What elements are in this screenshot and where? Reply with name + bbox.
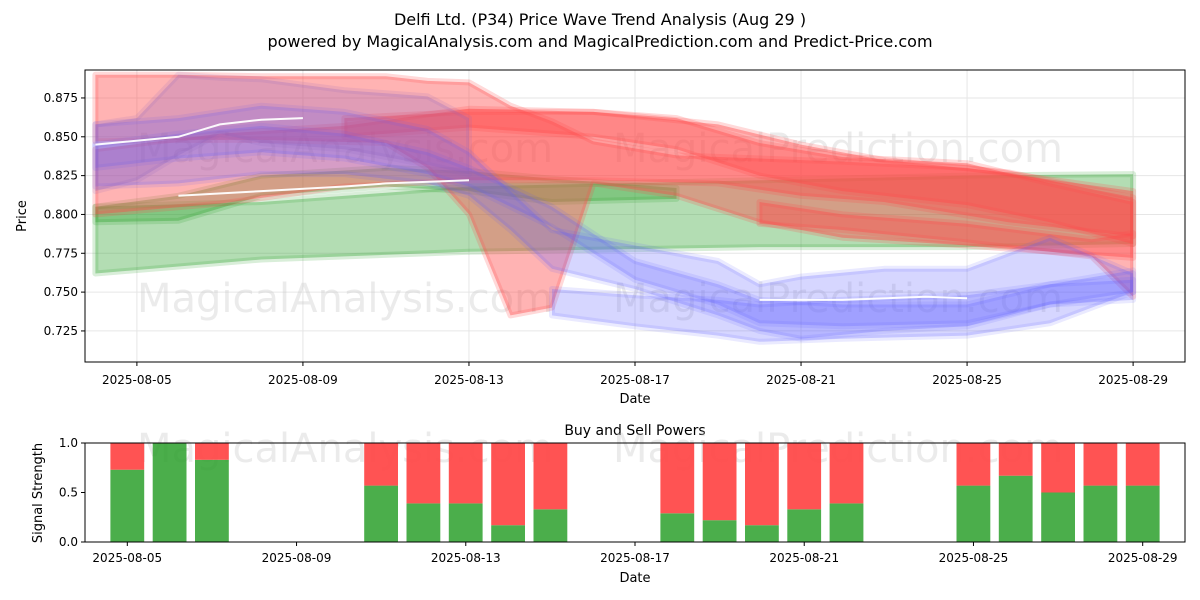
- sell-power-bar: [745, 443, 779, 526]
- price-y-tick-label: 0.800: [44, 207, 78, 221]
- sell-power-bar: [364, 443, 398, 486]
- signal-x-tick-label: 2025-08-25: [939, 551, 1009, 565]
- signal-x-tick-label: 2025-08-21: [769, 551, 839, 565]
- sell-power-bar: [406, 443, 441, 504]
- price-wave-band-red: [756, 199, 1137, 300]
- buy-power-bar: [491, 525, 525, 542]
- price-x-tick-label: 2025-08-17: [600, 373, 670, 387]
- watermark: MagicalAnalysis.com: [137, 276, 553, 322]
- sell-power-bar: [110, 443, 145, 470]
- buy-power-bar: [1083, 485, 1118, 542]
- signal-x-tick-label: 2025-08-09: [262, 551, 332, 565]
- price-wave-band-red: [341, 108, 1137, 247]
- buy-power-bar: [702, 520, 737, 542]
- price-wave-band-green: [92, 171, 1137, 277]
- price-wave-band-red: [92, 71, 1137, 319]
- sell-power-bar: [702, 443, 737, 521]
- signal-y-tick-label: 1.0: [59, 436, 78, 450]
- sell-power-bar: [491, 443, 525, 526]
- buy-power-bar: [533, 509, 568, 542]
- sell-power-bar: [1083, 443, 1118, 486]
- sell-power-bar: [448, 443, 483, 504]
- sell-power-bar: [829, 443, 864, 504]
- signal-plot-title: Buy and Sell Powers: [564, 423, 705, 439]
- buy-power-bar: [406, 503, 441, 542]
- watermark: MagicalAnalysis.com: [137, 126, 553, 172]
- price-x-tick-label: 2025-08-25: [932, 373, 1002, 387]
- price-wave-band-blue: [549, 276, 1137, 345]
- price-x-tick-label: 2025-08-09: [268, 373, 338, 387]
- price-line-white: [95, 117, 303, 146]
- buy-power-bar: [1125, 485, 1160, 542]
- signal-x-tick-label: 2025-08-29: [1108, 551, 1178, 565]
- price-line-white: [759, 295, 968, 301]
- sell-power-bar: [1041, 443, 1075, 493]
- sell-power-bar: [195, 443, 229, 460]
- signal-x-axis-label: Date: [619, 571, 650, 586]
- buy-power-bar: [110, 469, 145, 542]
- sell-power-bar: [660, 443, 695, 514]
- price-y-tick-label: 0.875: [44, 91, 78, 105]
- buy-power-bar: [998, 475, 1033, 542]
- buy-power-bar: [956, 485, 991, 542]
- signal-x-tick-label: 2025-08-05: [92, 551, 162, 565]
- price-y-tick-label: 0.825: [44, 169, 78, 183]
- price-x-tick-label: 2025-08-05: [102, 373, 172, 387]
- price-wave-band-blue: [92, 102, 1137, 342]
- signal-axis-ticks: 0.0 0.5 1.0 2025-08-05 2025-08-09 2025-08-13 2…: [59, 436, 1178, 565]
- buy-power-bar: [195, 459, 229, 542]
- price-wave-band-red: [92, 105, 1137, 240]
- sell-power-bar: [998, 443, 1033, 476]
- buy-power-bar: [448, 503, 483, 542]
- price-x-axis-label: Date: [619, 392, 650, 407]
- buy-power-bar: [152, 443, 187, 542]
- chart-subtitle: powered by MagicalAnalysis.com and Magic…: [267, 32, 932, 51]
- price-series: [92, 71, 1137, 345]
- buy-power-bar: [364, 485, 398, 542]
- chart-title: Delfi Ltd. (P34) Price Wave Trend Analys…: [394, 10, 806, 29]
- signal-bars: [110, 443, 1160, 542]
- sell-power-bar: [533, 443, 568, 510]
- price-x-tick-label: 2025-08-29: [1098, 373, 1168, 387]
- price-series-group: [92, 71, 1137, 345]
- buy-power-bar: [745, 525, 779, 542]
- price-y-tick-label: 0.725: [44, 324, 78, 338]
- price-y-tick-label: 0.750: [44, 285, 78, 299]
- price-y-axis-label: Price: [15, 200, 30, 232]
- buy-power-bar: [1041, 492, 1075, 542]
- signal-x-tick-label: 2025-08-17: [600, 551, 670, 565]
- price-y-tick-label: 0.850: [44, 130, 78, 144]
- price-line-white: [178, 179, 470, 197]
- signal-y-tick-label: 0.5: [59, 486, 78, 500]
- signal-y-tick-label: 0.0: [59, 535, 78, 549]
- price-x-tick-label: 2025-08-21: [766, 373, 836, 387]
- sell-power-bar: [1125, 443, 1160, 486]
- watermark: MagicalPrediction.com: [613, 126, 1063, 172]
- price-wave-band-purple: [92, 71, 472, 195]
- price-wave-band-green: [92, 164, 680, 226]
- signal-x-tick-label: 2025-08-13: [431, 551, 501, 565]
- buy-power-bar: [787, 509, 822, 542]
- price-axis-ticks: 0.725 0.750 0.775 0.800 0.825 0.850 0.875 2025-…: [44, 91, 1168, 387]
- price-y-tick-label: 0.775: [44, 246, 78, 260]
- signal-plot: Buy and Sell Powers MagicalAnalysis.com …: [31, 423, 1186, 586]
- price-gridlines: [85, 70, 1185, 362]
- price-wave-band-blue: [92, 122, 1137, 330]
- sell-power-bar: [787, 443, 822, 510]
- sell-power-bar: [956, 443, 991, 486]
- price-plot: MagicalAnalysis.com MagicalPrediction.co…: [15, 69, 1186, 407]
- signal-y-axis-label: Signal Strength: [31, 443, 46, 543]
- price-x-tick-label: 2025-08-13: [434, 373, 504, 387]
- buy-power-bar: [829, 503, 864, 542]
- buy-power-bar: [660, 513, 695, 542]
